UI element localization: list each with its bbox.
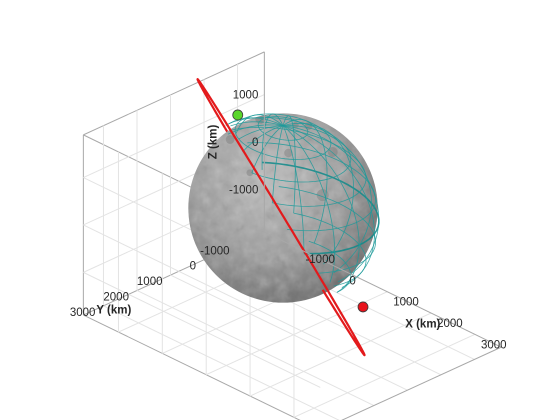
moon-parallel — [333, 280, 350, 287]
orbit-path — [321, 289, 366, 357]
moon-meridian — [242, 125, 284, 153]
moon-sphere — [188, 113, 380, 303]
grid-floor-x — [249, 312, 432, 397]
tick-labels: -1000 0 1000 2000 3000 -1000 0 1000 2000 3000 -100… — [70, 90, 507, 352]
orbit-path — [196, 78, 329, 292]
moon-meridian — [282, 125, 336, 283]
orbit-markers — [232, 109, 369, 313]
axes-back-edge — [83, 314, 301, 420]
moon-parallel — [247, 142, 376, 223]
crater — [327, 146, 338, 157]
moon-meridian — [230, 121, 284, 127]
crater — [284, 148, 293, 158]
moon-parallel — [287, 222, 357, 232]
grid-wally-z — [83, 271, 321, 388]
axes-front-edge — [264, 231, 502, 348]
moon-meridian — [282, 125, 305, 254]
axes-front-box — [263, 51, 502, 420]
moon-meridian — [282, 119, 328, 244]
x-tick-label: 1000 — [393, 297, 419, 309]
crater — [225, 135, 235, 144]
y-tick-label: -1000 — [200, 245, 229, 257]
z-axis-label: Z (km) — [207, 125, 219, 160]
y-axis-label: Y (km) — [96, 305, 131, 317]
moon-parallel — [308, 240, 352, 293]
x-tick-label: -1000 — [305, 254, 334, 266]
grid-wallx-z — [83, 94, 265, 179]
y-tick-label: 1000 — [137, 276, 163, 288]
grid-floor-x — [206, 291, 388, 376]
moon-meridian — [235, 114, 284, 134]
crater — [246, 169, 254, 177]
moon-parallel — [272, 198, 350, 207]
start-marker — [232, 109, 244, 121]
x-tick-label: 0 — [349, 275, 355, 287]
orbit-front-segment — [196, 78, 366, 357]
grid-floor-y — [103, 305, 340, 420]
moon-meridian — [271, 125, 284, 203]
end-marker — [357, 301, 369, 313]
grid-wally-z — [83, 224, 321, 341]
moon-meridian — [227, 124, 284, 135]
x-tick-label: 2000 — [437, 318, 463, 330]
y-tick-label: 2000 — [103, 291, 129, 303]
z-tick-label: -1000 — [229, 184, 258, 196]
moon-meridian — [238, 125, 284, 140]
moon-meridian — [282, 122, 354, 265]
moon-parallel — [318, 264, 357, 274]
y-tick-label: 3000 — [70, 307, 96, 319]
moon-meridian — [282, 125, 360, 293]
x-axis-label: X (km) — [405, 319, 440, 331]
z-tick-label: 1000 — [233, 90, 259, 102]
grid-floor-y — [170, 274, 408, 391]
axes-back-edge — [83, 51, 265, 136]
moon-meridian — [282, 125, 380, 283]
grid-floor-y — [136, 290, 375, 406]
z-tick-label: 0 — [252, 137, 258, 149]
y-tick-label: 0 — [190, 261, 196, 273]
moon-meridian — [282, 125, 375, 288]
axes-front-edge — [341, 346, 502, 420]
grid-floor-x — [293, 333, 476, 418]
moon-equator — [262, 161, 380, 246]
moon-meridian — [251, 125, 284, 174]
moon-meridian — [261, 113, 284, 170]
x-tick-label: 3000 — [481, 339, 507, 351]
moon-meridian — [282, 115, 296, 214]
